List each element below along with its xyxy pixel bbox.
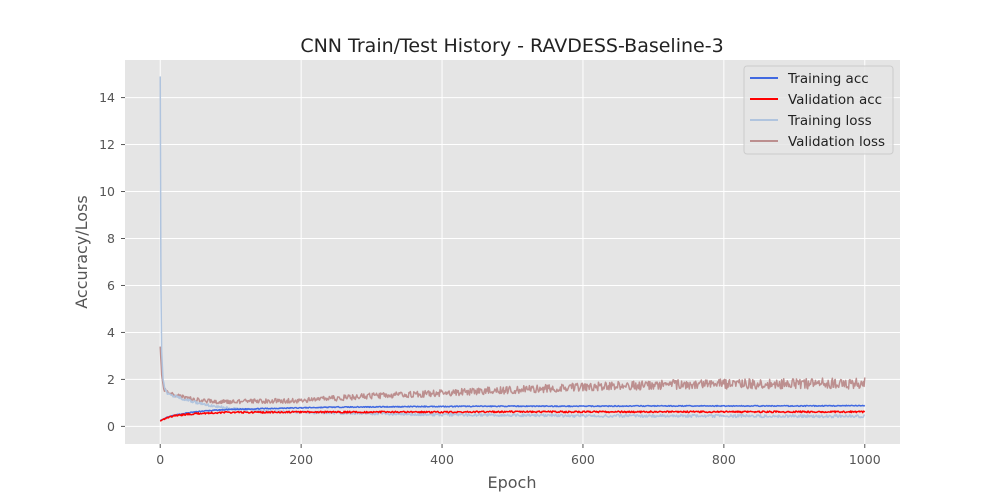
x-tick-label: 800	[712, 452, 736, 467]
axis-ticks: 0 200 400 600 800 1000 0 2 4 6 8 10 12 14	[99, 90, 881, 467]
legend: Training acc Validation acc Training loss V…	[743, 65, 894, 155]
chart-title: CNN Train/Test History - RAVDESS-Baselin…	[300, 35, 723, 57]
y-tick-label: 0	[107, 419, 115, 434]
y-axis-label: Accuracy/Loss	[72, 195, 91, 309]
y-tick-label: 6	[107, 278, 115, 293]
legend-box	[743, 65, 894, 155]
x-tick-label: 200	[289, 452, 313, 467]
x-tick-label: 0	[156, 452, 164, 467]
legend-label: Training acc	[787, 71, 869, 87]
y-tick-label: 2	[107, 372, 115, 387]
legend-label: Validation acc	[788, 92, 882, 108]
y-tick-label: 8	[107, 231, 115, 246]
grid-lines	[125, 60, 900, 444]
y-tick-label: 4	[107, 325, 115, 340]
y-tick-label: 10	[99, 184, 115, 199]
series-line-training-acc	[159, 404, 866, 422]
x-tick-label: 400	[430, 452, 454, 467]
plot-series-area	[159, 76, 866, 422]
y-tick-label: 12	[99, 137, 115, 152]
x-tick-label: 1000	[849, 452, 881, 467]
y-tick-label: 14	[99, 90, 115, 105]
series-line-validation-loss	[159, 346, 866, 405]
x-axis-label: Epoch	[488, 473, 537, 492]
x-tick-label: 600	[571, 452, 595, 467]
legend-label: Validation loss	[788, 134, 885, 150]
series-line-validation-acc	[159, 410, 866, 422]
series-line-training-loss	[159, 76, 865, 419]
legend-label: Training loss	[787, 113, 872, 129]
